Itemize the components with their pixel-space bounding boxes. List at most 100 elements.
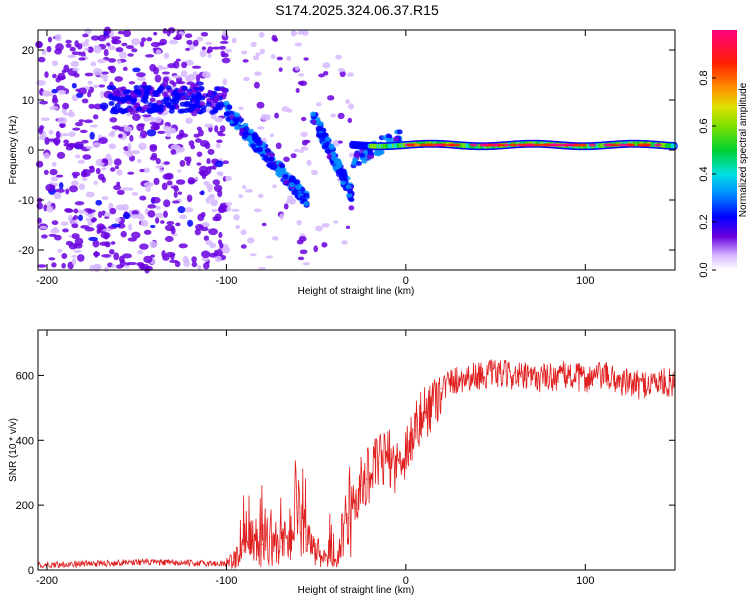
noise-blob <box>52 73 57 79</box>
noise-blob <box>47 36 53 43</box>
noise-blob <box>275 142 282 150</box>
carrier-peak <box>617 143 626 147</box>
noise-blob <box>84 72 94 77</box>
noise-blob <box>139 168 145 173</box>
snr-point <box>441 387 443 389</box>
noise-blob <box>88 236 98 242</box>
noise-blob <box>218 172 224 177</box>
noise-blob <box>258 266 266 271</box>
noise-blob <box>48 257 56 261</box>
track-blob <box>289 175 296 181</box>
band-blob <box>183 100 190 106</box>
noise-blob <box>321 242 328 248</box>
y-tick-label: 200 <box>16 500 34 512</box>
noise-blob <box>78 119 85 123</box>
noise-blob <box>61 133 69 137</box>
noise-blob <box>201 256 210 262</box>
noise-blob <box>297 29 305 35</box>
x-tick-label: 100 <box>576 575 594 587</box>
carrier-peak <box>572 143 581 147</box>
noise-blob <box>195 223 204 231</box>
noise-blob <box>89 131 95 140</box>
noise-blob <box>71 82 77 89</box>
noise-blob <box>170 149 177 155</box>
band-blob <box>172 94 178 100</box>
noise-blob <box>92 263 102 271</box>
noise-blob <box>63 139 69 145</box>
noise-blob <box>175 146 186 153</box>
snr-point <box>387 455 389 458</box>
x-tick-label: -100 <box>215 575 237 587</box>
band-blob <box>212 106 219 112</box>
noise-blob <box>164 172 174 180</box>
band-blob <box>199 101 206 107</box>
snr-point <box>548 376 551 378</box>
noise-blob <box>176 134 183 140</box>
noise-blob <box>205 197 211 204</box>
band-blob <box>120 98 127 104</box>
noise-blob <box>310 169 319 176</box>
noise-blob <box>180 70 188 78</box>
snr-point <box>432 400 434 402</box>
noise-blob <box>190 144 196 150</box>
y-tick-label: 0 <box>28 565 34 577</box>
noise-blob <box>260 113 268 121</box>
noise-blob <box>297 81 305 86</box>
noise-blob <box>111 223 121 228</box>
noise-blob <box>44 71 49 78</box>
noise-blob <box>127 53 134 57</box>
snr-point <box>378 462 380 464</box>
band-blob <box>162 91 168 97</box>
noise-blob <box>87 80 93 86</box>
noise-blob <box>110 167 116 172</box>
snr-point <box>270 537 272 539</box>
noise-blob <box>322 62 331 69</box>
snr-ticks: -200 -100 0 100 0 200 400 600 <box>16 330 675 587</box>
band-blob <box>172 90 178 96</box>
noise-blob <box>54 33 62 42</box>
noise-blob <box>139 40 145 48</box>
track-blob <box>317 121 324 127</box>
noise-blob <box>335 54 342 60</box>
noise-blob <box>250 41 257 48</box>
noise-blob <box>208 165 215 170</box>
noise-blob <box>131 231 141 239</box>
noise-blob <box>198 170 207 175</box>
track-blob <box>310 111 317 117</box>
noise-blob <box>294 65 300 71</box>
noise-blob <box>104 266 109 272</box>
band-blob <box>158 104 165 110</box>
carrier-peak <box>525 143 534 147</box>
noise-blob <box>78 87 87 95</box>
noise-blob <box>123 126 133 132</box>
noise-blob <box>187 156 192 164</box>
carrier-peak <box>491 143 500 147</box>
snr-point <box>602 374 604 376</box>
noise-blob <box>149 240 158 249</box>
noise-blob <box>159 38 168 46</box>
band-blob <box>190 103 197 109</box>
noise-blob <box>249 253 257 257</box>
noise-blob <box>109 117 118 123</box>
noise-blob <box>118 51 127 59</box>
noise-blob <box>214 125 219 133</box>
band-blob <box>165 96 172 102</box>
noise-blob <box>55 188 65 193</box>
noise-blob <box>142 114 152 118</box>
noise-blob <box>159 169 164 173</box>
noise-blob <box>216 139 223 144</box>
track-blob <box>243 126 250 132</box>
noise-blob <box>150 224 156 229</box>
noise-blob <box>39 100 49 105</box>
noise-blob <box>166 221 175 225</box>
noise-blob <box>178 243 188 249</box>
noise-blob <box>40 117 51 121</box>
noise-blob <box>153 31 158 36</box>
noise-blob <box>77 159 85 164</box>
snr-point <box>324 559 326 561</box>
noise-blob <box>65 39 72 44</box>
noise-blob <box>162 27 168 34</box>
carrier-peak <box>452 143 461 147</box>
noise-blob <box>97 173 105 181</box>
noise-blob <box>302 262 310 266</box>
